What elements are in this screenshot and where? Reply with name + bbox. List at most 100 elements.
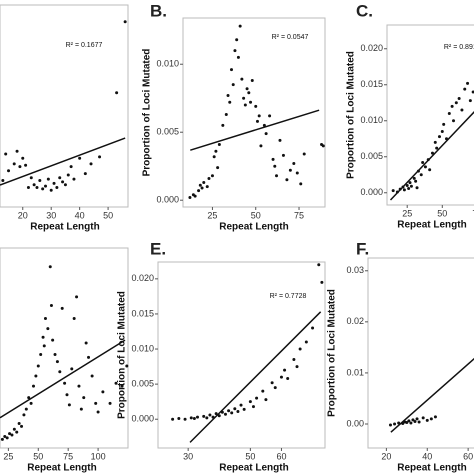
- point: [311, 326, 315, 330]
- point: [415, 417, 419, 421]
- point: [268, 114, 272, 118]
- r-squared: R² = 0.8911: [444, 44, 474, 51]
- point: [273, 386, 277, 390]
- point: [454, 101, 458, 105]
- point: [261, 389, 265, 393]
- point: [317, 263, 321, 267]
- y-axis-label: Proportion of Loci Mutated: [117, 291, 128, 419]
- point: [452, 119, 456, 123]
- point: [235, 38, 239, 42]
- point: [259, 144, 263, 148]
- point: [15, 430, 19, 434]
- point: [26, 185, 30, 189]
- point: [229, 68, 233, 72]
- point: [48, 265, 52, 269]
- point: [214, 149, 218, 153]
- y-tick-label: 0.005: [131, 379, 154, 389]
- point: [69, 165, 73, 169]
- point: [278, 138, 282, 142]
- point: [236, 410, 240, 414]
- point: [5, 436, 9, 440]
- panel-letter: F.: [356, 239, 369, 258]
- point: [442, 122, 446, 126]
- point: [35, 185, 39, 189]
- point: [243, 103, 247, 107]
- x-axis-label: Repeat Length: [397, 220, 466, 231]
- point: [257, 114, 261, 118]
- y-tick-label: 0.010: [131, 343, 154, 353]
- y-axis-label: Proportion of Loci Mutated: [327, 289, 338, 417]
- point: [12, 427, 16, 431]
- x-tick-label: 20: [18, 210, 28, 220]
- point: [433, 140, 437, 144]
- point: [391, 189, 395, 193]
- point: [298, 347, 302, 351]
- point: [202, 181, 206, 185]
- point: [230, 411, 234, 415]
- point: [29, 401, 33, 405]
- point: [428, 168, 432, 172]
- point: [407, 186, 411, 190]
- point: [36, 364, 40, 368]
- point: [255, 119, 259, 123]
- point: [61, 180, 65, 184]
- point: [46, 327, 50, 331]
- point: [304, 340, 308, 344]
- x-tick-label: 75: [294, 210, 304, 220]
- point: [49, 304, 53, 308]
- point: [27, 396, 31, 400]
- point: [72, 177, 76, 181]
- point: [207, 176, 211, 180]
- point: [108, 401, 112, 405]
- point: [63, 183, 67, 187]
- point: [457, 96, 461, 100]
- point: [285, 178, 289, 182]
- point: [82, 396, 86, 400]
- point: [84, 341, 88, 345]
- point: [4, 152, 8, 156]
- point: [38, 179, 42, 183]
- y-tick-label: 0.01: [346, 367, 364, 377]
- point: [238, 24, 242, 28]
- point: [8, 432, 12, 436]
- point: [412, 176, 416, 180]
- x-tick-label: 60: [463, 451, 473, 461]
- point: [188, 195, 192, 199]
- x-tick-label: 40: [422, 451, 432, 461]
- point: [55, 360, 59, 364]
- x-tick-label: 100: [91, 451, 106, 461]
- point: [78, 156, 82, 160]
- point: [254, 104, 258, 108]
- point: [429, 417, 433, 421]
- y-axis-label: Proportion of Loci Mutated: [346, 51, 357, 179]
- trend-line: [0, 339, 126, 419]
- point: [409, 184, 413, 188]
- point: [24, 407, 28, 411]
- point: [77, 384, 81, 388]
- plot-frame: [0, 4, 129, 208]
- point: [402, 188, 406, 192]
- point: [192, 417, 196, 421]
- x-tick-label: 20: [381, 451, 391, 461]
- point: [405, 420, 409, 424]
- plot-frame: [386, 24, 474, 206]
- x-tick-label: 25: [402, 208, 412, 218]
- point: [31, 384, 35, 388]
- point: [295, 171, 299, 175]
- point: [275, 174, 279, 178]
- x-tick-label: 25: [3, 451, 13, 461]
- point: [463, 87, 467, 91]
- point: [460, 108, 464, 112]
- point: [409, 421, 413, 425]
- point: [450, 104, 454, 108]
- point: [195, 415, 199, 419]
- y-tick-label: 0.00: [346, 418, 364, 428]
- point: [101, 390, 105, 394]
- point: [22, 413, 26, 417]
- point: [12, 162, 16, 166]
- point: [205, 185, 209, 189]
- y-tick-label: 0.010: [156, 59, 179, 69]
- x-axis-label: Repeat Length: [397, 463, 466, 474]
- point: [72, 317, 76, 321]
- x-tick-label: 50: [437, 208, 447, 218]
